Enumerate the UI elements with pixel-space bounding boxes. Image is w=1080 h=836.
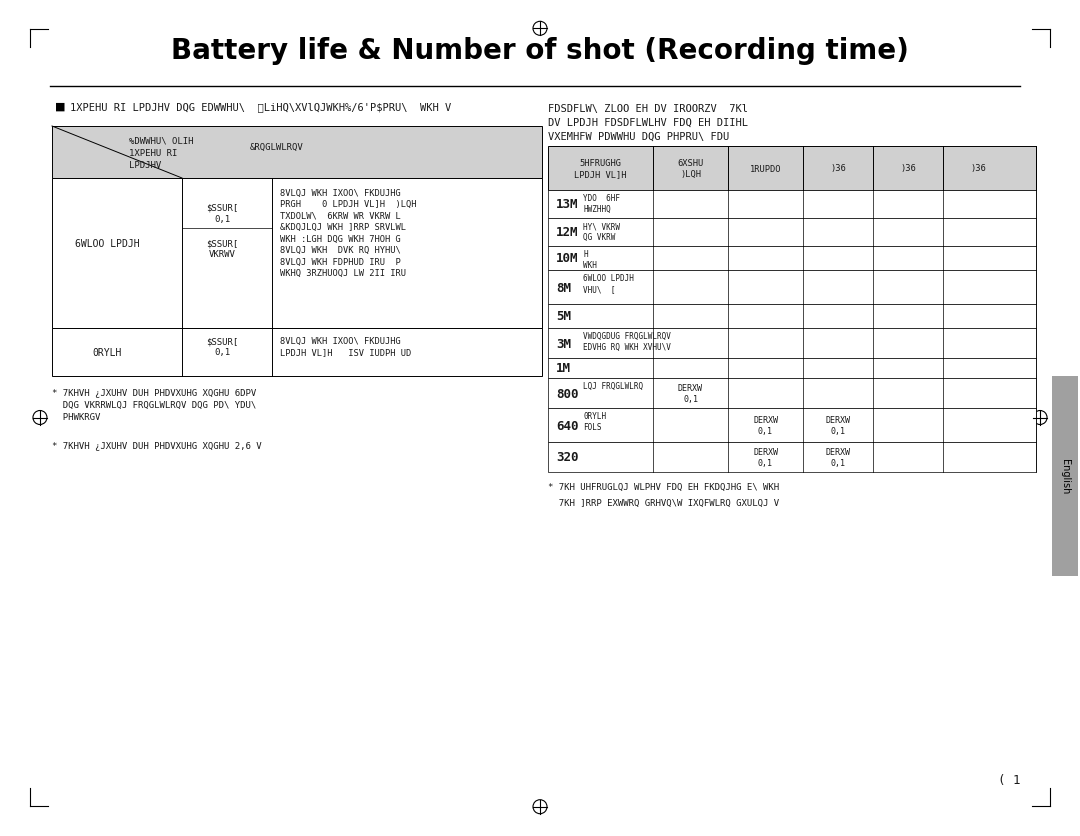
Text: 3M: 3M: [556, 337, 571, 350]
Text: 13M: 13M: [556, 198, 579, 212]
Text: 1RUPDO: 1RUPDO: [750, 165, 781, 173]
Text: )36: )36: [900, 165, 916, 173]
Text: DERXW
0,1: DERXW 0,1: [753, 447, 778, 467]
Text: 1M: 1M: [556, 362, 571, 375]
Text: 5HFRUGHG
LPDJH VL]H: 5HFRUGHG LPDJH VL]H: [575, 159, 626, 179]
Bar: [52, 179, 542, 329]
Bar: [548, 271, 1036, 304]
Bar: [548, 329, 1036, 359]
Text: 320: 320: [556, 451, 579, 464]
Text: )36: )36: [831, 165, 846, 173]
Text: Battery life & Number of shot (Recording time): Battery life & Number of shot (Recording…: [171, 37, 909, 65]
Text: &RQGLWLRQV: &RQGLWLRQV: [251, 143, 303, 152]
Text: VXEMHFW PDWWHU DQG PHPRU\ FDU: VXEMHFW PDWWHU DQG PHPRU\ FDU: [548, 132, 729, 142]
Text: DERXW
0,1: DERXW 0,1: [678, 384, 703, 404]
Text: 12M: 12M: [556, 227, 579, 239]
Text: ■: ■: [55, 102, 66, 112]
Text: VWDQGDUG FRQGLWLRQV
EDVHG RQ WKH XVHU\V: VWDQGDUG FRQGLWLRQV EDVHG RQ WKH XVHU\V: [583, 332, 671, 352]
Text: FDSDFLW\ ZLOO EH DV IROORZV  7Kl: FDSDFLW\ ZLOO EH DV IROORZV 7Kl: [548, 104, 748, 114]
Text: $SSUR[
0,1: $SSUR[ 0,1: [206, 204, 238, 224]
Text: 5M: 5M: [556, 310, 571, 323]
Text: * 7KH UHFRUGLQJ WLPHV FDQ EH FKDQJHG E\ WKH: * 7KH UHFRUGLQJ WLPHV FDQ EH FKDQJHG E\ …: [548, 482, 779, 492]
Bar: [548, 147, 1036, 191]
Text: * 7KHVH ¿JXUHV DUH PHDVXUHG XQGHU 2,6 V: * 7KHVH ¿JXUHV DUH PHDVXUHG XQGHU 2,6 V: [52, 441, 261, 451]
Bar: [548, 304, 1036, 329]
Text: DERXW
0,1: DERXW 0,1: [825, 447, 851, 467]
Text: YDO  6HF
HWZHHQ: YDO 6HF HWZHHQ: [583, 194, 620, 214]
Text: 10M: 10M: [556, 252, 579, 265]
Text: )36: )36: [970, 165, 986, 173]
Text: 8VLQJ WKH IXOO\ FKDUJHG
PRGH    0 LPDJH VL]H  )LQH
TXDOLW\  6KRW WR VKRW L
&KDQJ: 8VLQJ WKH IXOO\ FKDUJHG PRGH 0 LPDJH VL]…: [280, 189, 417, 278]
Text: 800: 800: [556, 387, 579, 400]
Text: English: English: [1059, 459, 1070, 494]
Text: 8VLQJ WKH IXOO\ FKDUJHG
LPDJH VL]H   ISV IUDPH UD: 8VLQJ WKH IXOO\ FKDUJHG LPDJH VL]H ISV I…: [280, 337, 411, 357]
Bar: [548, 379, 1036, 409]
Text: H
WKH: H WKH: [583, 250, 597, 270]
Bar: [1052, 376, 1078, 576]
Text: DERXW
0,1: DERXW 0,1: [753, 415, 778, 436]
Text: ( 1: ( 1: [998, 773, 1020, 786]
Text: $SSUR[
VKRWV: $SSUR[ VKRWV: [206, 239, 238, 259]
Text: %DWWHU\ OLIH
1XPEHU RI
LPDJHV: %DWWHU\ OLIH 1XPEHU RI LPDJHV: [129, 137, 193, 170]
Bar: [52, 329, 542, 376]
Bar: [548, 247, 1036, 271]
Bar: [548, 409, 1036, 442]
Text: $SSUR[
0,1: $SSUR[ 0,1: [206, 337, 238, 357]
Text: HY\ VKRW
QG VKRW: HY\ VKRW QG VKRW: [583, 222, 620, 242]
Bar: [548, 359, 1036, 379]
Text: 6WLOO LPDJH: 6WLOO LPDJH: [75, 239, 139, 248]
Text: DERXW
0,1: DERXW 0,1: [825, 415, 851, 436]
Bar: [548, 442, 1036, 472]
Text: DV LPDJH FDSDFLWLHV FDQ EH DIIHL: DV LPDJH FDSDFLWLHV FDQ EH DIIHL: [548, 118, 748, 128]
Text: 0RYLH: 0RYLH: [92, 348, 122, 358]
Text: LQJ FRQGLWLRQ: LQJ FRQGLWLRQ: [583, 381, 643, 390]
Text: 6XSHU
)LQH: 6XSHU )LQH: [677, 159, 704, 179]
Text: * 7KHVH ¿JXUHV DUH PHDVXUHG XQGHU 6DPV
  DQG VKRRWLQJ FRQGLWLRQV DQG PD\ YDU\
  : * 7KHVH ¿JXUHV DUH PHDVXUHG XQGHU 6DPV D…: [52, 389, 256, 421]
Bar: [548, 191, 1036, 219]
Bar: [548, 219, 1036, 247]
Text: 8M: 8M: [556, 281, 571, 294]
Text: 0RYLH
FOLS: 0RYLH FOLS: [583, 411, 606, 431]
Text: 6WLOO LPDJH
VHU\  [: 6WLOO LPDJH VHU\ [: [583, 273, 634, 293]
Bar: [52, 127, 542, 179]
Text: 7KH ]RRP EXWWRQ GRHVQ\W IXQFWLRQ GXULQJ V: 7KH ]RRP EXWWRQ GRHVQ\W IXQFWLRQ GXULQJ …: [548, 498, 779, 507]
Text: 640: 640: [556, 419, 579, 432]
Text: 1XPEHU RI LPDJHV DQG EDWWHU\  ⓁLiHQ\XVlQJWKH%/6'P\$PRU\  WKH V: 1XPEHU RI LPDJHV DQG EDWWHU\ ⓁLiHQ\XVlQJ…: [70, 102, 451, 112]
